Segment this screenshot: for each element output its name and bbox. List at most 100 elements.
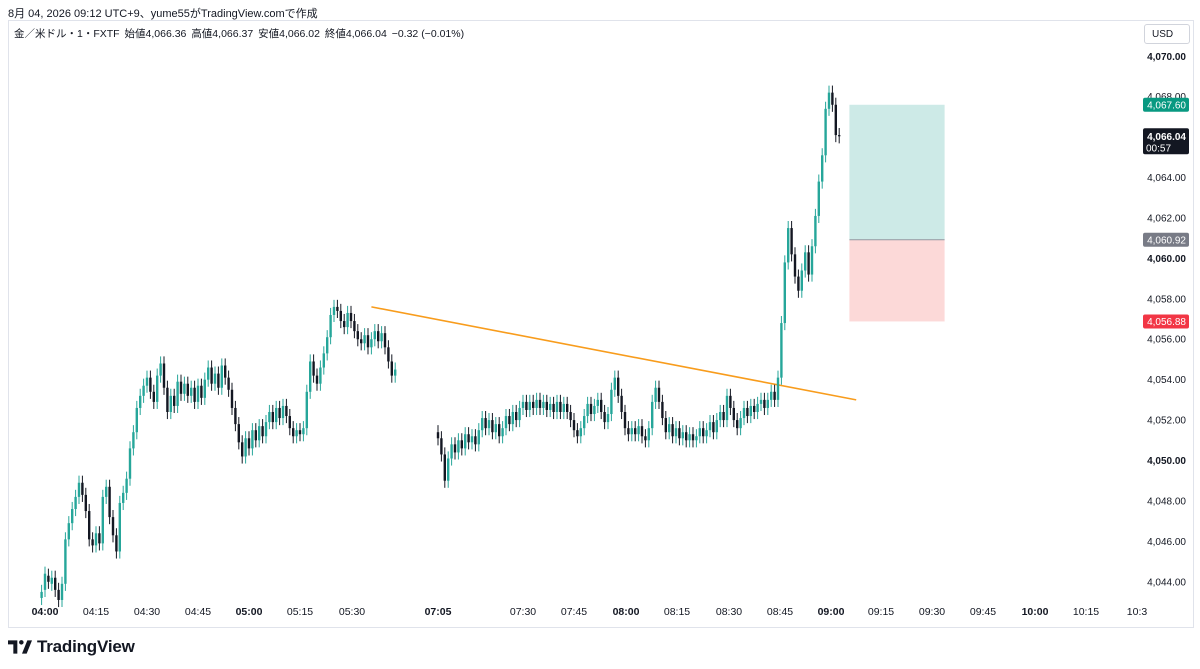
candle — [281, 405, 285, 419]
candle — [40, 591, 43, 598]
candle — [545, 401, 548, 410]
candle — [739, 418, 742, 429]
candle — [705, 430, 708, 437]
y-tick-label: 4,054.00 — [1147, 375, 1186, 386]
candle — [657, 387, 661, 402]
candle — [213, 373, 217, 384]
x-tick-label: 08:30 — [716, 606, 742, 618]
candle — [790, 228, 793, 255]
candle — [54, 577, 57, 590]
y-tick-label: 4,044.00 — [1147, 577, 1186, 588]
candle — [43, 573, 47, 590]
candle — [234, 407, 237, 425]
legend-open: 始値4,066.36 — [124, 28, 187, 40]
candle — [807, 252, 810, 275]
candle — [688, 434, 691, 441]
candle — [538, 399, 542, 408]
x-tick-label: 08:00 — [613, 606, 640, 618]
candle — [715, 420, 718, 433]
candle — [749, 405, 752, 417]
candle — [821, 155, 824, 182]
candle — [742, 407, 746, 419]
candle — [128, 448, 132, 479]
candle — [132, 432, 135, 449]
x-tick-label: 07:30 — [510, 606, 536, 618]
candle — [98, 533, 101, 544]
last-price-tag-bg — [1143, 128, 1189, 155]
candle — [360, 339, 363, 344]
legend-low: 安値4,066.02 — [258, 28, 320, 40]
candle — [363, 335, 366, 344]
candle — [139, 395, 142, 408]
y-tick-label: 4,056.00 — [1147, 335, 1186, 346]
target-zone — [849, 104, 945, 240]
candle — [776, 377, 780, 400]
candle — [525, 401, 528, 410]
legend-close: 終値4,066.04 — [324, 28, 387, 40]
x-tick-label: 07:45 — [561, 606, 587, 618]
candle — [515, 412, 518, 421]
candle — [617, 377, 620, 396]
candle — [691, 434, 695, 441]
candle — [152, 391, 155, 402]
candle — [237, 424, 240, 443]
candle — [467, 434, 470, 443]
candle — [149, 377, 152, 392]
candle — [366, 335, 370, 348]
candle — [695, 436, 698, 441]
candle — [518, 407, 521, 421]
candle — [817, 181, 820, 216]
candle — [217, 373, 220, 388]
candle — [613, 377, 616, 390]
candle — [627, 428, 630, 435]
candle — [200, 385, 203, 398]
candle — [702, 428, 705, 437]
candle — [254, 430, 257, 441]
candle — [589, 403, 593, 415]
candle — [521, 401, 525, 408]
target-price-tag: 4,067.60 — [1147, 100, 1186, 111]
candle — [285, 405, 288, 417]
candle — [258, 426, 261, 441]
candle — [566, 403, 569, 412]
candle — [322, 353, 325, 368]
candle — [651, 401, 654, 429]
candle — [227, 377, 230, 390]
candle — [183, 383, 186, 394]
candle — [169, 395, 172, 412]
candle — [644, 436, 647, 441]
candle — [630, 428, 633, 435]
time-axis[interactable]: 04:00 04:15 04:30 04:45 05:00 05:15 05:30 07:05… — [32, 606, 1148, 618]
x-tick-label: 04:45 — [185, 606, 211, 618]
candle — [814, 215, 817, 247]
stop-price-tag-bg — [1143, 314, 1189, 329]
y-tick-label: 4,060.00 — [1147, 254, 1186, 265]
candle — [732, 407, 735, 421]
candle — [766, 399, 769, 408]
candle — [661, 401, 664, 419]
candle — [447, 458, 450, 481]
x-tick-label: 10:3 — [1127, 606, 1148, 618]
candle — [474, 436, 477, 445]
candle — [484, 418, 487, 429]
candle — [834, 104, 837, 136]
x-tick-label: 04:00 — [32, 606, 59, 618]
candle — [559, 401, 562, 412]
legend-symbol[interactable]: 金／米ドル・1・FXTF — [14, 28, 120, 40]
candle — [498, 424, 501, 437]
candle — [504, 416, 508, 429]
candle — [94, 533, 98, 546]
candle — [346, 312, 349, 328]
candle — [190, 387, 193, 396]
candle — [593, 405, 596, 415]
candle — [380, 333, 383, 342]
candle — [722, 412, 725, 421]
y-tick-label: 4,046.00 — [1147, 537, 1186, 548]
candle — [443, 454, 446, 481]
candle — [453, 444, 457, 453]
currency-button[interactable]: USD — [1144, 24, 1190, 44]
candle — [596, 399, 599, 406]
candle — [831, 92, 834, 105]
candle — [353, 321, 356, 332]
